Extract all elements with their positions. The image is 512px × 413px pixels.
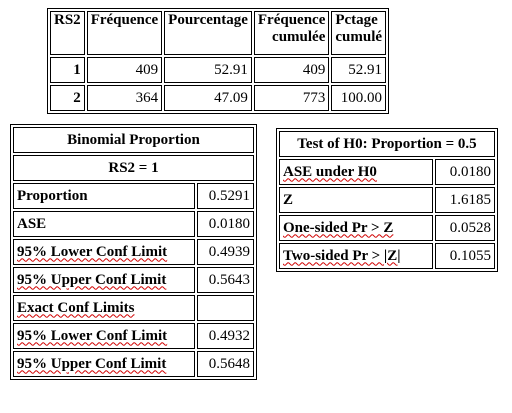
header-var: RS2: [50, 11, 85, 55]
header-frequence-cumulee: Fréquence cumulée: [253, 11, 330, 55]
exact-conf-limits-empty: [197, 295, 254, 321]
frequency-header-row: RS2 Fréquence Pourcentage Fréquence cumu…: [50, 11, 387, 55]
exact-conf-limits-header: Exact Conf Limits: [13, 295, 196, 321]
binomial-title: Binomial Proportion: [13, 127, 254, 153]
binomial-proportion-table: Binomial Proportion RS2 = 1 Proportion 0…: [10, 124, 257, 380]
header-frequence-cumulee-line2: cumulée: [272, 29, 326, 45]
test-label-ase-under-h0: ASE under H0: [279, 159, 433, 185]
row-pctage-cumule: 52.91: [331, 57, 387, 83]
frequency-table: RS2 Fréquence Pourcentage Fréquence cumu…: [47, 8, 390, 114]
table-row: Proportion 0.5291: [13, 183, 254, 209]
binomial-value-ase: 0.0180: [197, 211, 254, 237]
row-frequence: 364: [86, 85, 163, 111]
test-value-one-sided: 0.0528: [434, 215, 495, 241]
binomial-value-lower-limit: 0.4939: [197, 239, 254, 265]
header-frequence: Fréquence: [86, 11, 163, 55]
exact-header-row: Exact Conf Limits: [13, 295, 254, 321]
exact-label-lower-limit: 95% Lower Conf Limit: [13, 323, 196, 349]
binomial-label-upper-limit: 95% Upper Conf Limit: [13, 267, 196, 293]
table-row: Z 1.6185: [279, 187, 495, 213]
binomial-title-row: Binomial Proportion: [13, 127, 254, 153]
exact-label-upper-limit: 95% Upper Conf Limit: [13, 351, 196, 377]
binomial-value-proportion: 0.5291: [197, 183, 254, 209]
binomial-subtitle-row: RS2 = 1: [13, 155, 254, 181]
binomial-value-upper-limit: 0.5643: [197, 267, 254, 293]
exact-value-lower-limit: 0.4932: [197, 323, 254, 349]
row-pourcentage: 47.09: [164, 85, 252, 111]
table-row: 95% Lower Conf Limit 0.4939: [13, 239, 254, 265]
table-row: 2 364 47.09 773 100.00: [50, 85, 387, 111]
table-row: ASE under H0 0.0180: [279, 159, 495, 185]
test-label-z: Z: [279, 187, 433, 213]
test-title: Test of H0: Proportion = 0.5: [279, 131, 495, 157]
header-pctage-cumule: Pctage cumulé: [331, 11, 387, 55]
row-pctage-cumule: 100.00: [331, 85, 387, 111]
test-label-two-sided: Two-sided Pr > |Z|: [279, 243, 433, 269]
row-frequence-cumulee: 773: [253, 85, 330, 111]
table-row: 95% Upper Conf Limit 0.5648: [13, 351, 254, 377]
table-row: One-sided Pr > Z 0.0528: [279, 215, 495, 241]
test-h0-table: Test of H0: Proportion = 0.5 ASE under H…: [276, 128, 498, 272]
binomial-label-ase: ASE: [13, 211, 196, 237]
table-row: 95% Upper Conf Limit 0.5643: [13, 267, 254, 293]
row-level: 2: [50, 85, 85, 111]
test-title-row: Test of H0: Proportion = 0.5: [279, 131, 495, 157]
row-frequence: 409: [86, 57, 163, 83]
table-row: 95% Lower Conf Limit 0.4932: [13, 323, 254, 349]
test-value-ase-under-h0: 0.0180: [434, 159, 495, 185]
row-pourcentage: 52.91: [164, 57, 252, 83]
header-pctage-cumule-line1: Pctage: [335, 12, 378, 28]
row-frequence-cumulee: 409: [253, 57, 330, 83]
table-row: Two-sided Pr > |Z| 0.1055: [279, 243, 495, 269]
test-value-z: 1.6185: [434, 187, 495, 213]
header-pourcentage: Pourcentage: [164, 11, 252, 55]
table-row: ASE 0.0180: [13, 211, 254, 237]
header-frequence-cumulee-line1: Fréquence: [257, 12, 326, 28]
binomial-label-proportion: Proportion: [13, 183, 196, 209]
table-row: 1 409 52.91 409 52.91: [50, 57, 387, 83]
binomial-label-lower-limit: 95% Lower Conf Limit: [13, 239, 196, 265]
exact-value-upper-limit: 0.5648: [197, 351, 254, 377]
row-level: 1: [50, 57, 85, 83]
test-value-two-sided: 0.1055: [434, 243, 495, 269]
header-pctage-cumule-line2: cumulé: [335, 29, 383, 45]
binomial-subtitle: RS2 = 1: [13, 155, 254, 181]
test-label-one-sided: One-sided Pr > Z: [279, 215, 433, 241]
